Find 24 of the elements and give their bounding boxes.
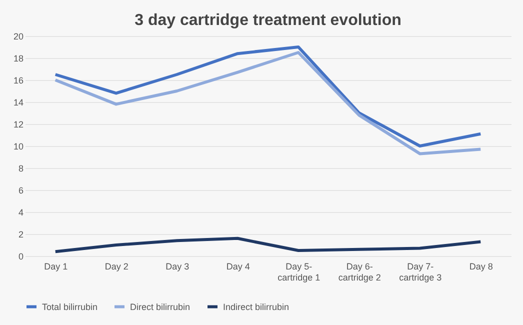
x-tick-label: Day 3	[166, 262, 190, 272]
y-tick-label: 20	[13, 32, 24, 42]
legend-label: Indirect bilirrubin	[223, 302, 290, 312]
x-tick-label: Day 4	[226, 262, 250, 272]
x-tick-label: Day 1	[44, 262, 68, 272]
y-tick-label: 4	[18, 208, 24, 218]
x-tick-label: Day 5- cartridge 1	[278, 262, 320, 282]
legend-label: Direct bilirrubin	[130, 302, 190, 312]
y-tick-label: 2	[18, 230, 24, 240]
chart-title: 3 day cartridge treatment evolution	[134, 12, 402, 29]
x-tick-label: Day 2	[104, 262, 128, 272]
legend-label: Total bilirrubin	[42, 302, 98, 312]
y-tick-label: 12	[13, 120, 24, 130]
x-tick-label: Day 7- cartridge 3	[399, 262, 442, 282]
y-tick-label: 18	[13, 54, 24, 64]
y-tick-label: 6	[18, 186, 24, 196]
y-tick-label: 10	[13, 142, 24, 152]
x-tick-label: Day 8	[469, 262, 493, 272]
y-tick-label: 16	[13, 76, 24, 86]
x-tick-label: Day 6- cartridge 2	[338, 262, 381, 282]
y-tick-label: 14	[13, 98, 24, 108]
y-tick-label: 8	[18, 164, 24, 174]
y-tick-label: 0	[18, 252, 24, 262]
line-series	[54, 236, 482, 254]
